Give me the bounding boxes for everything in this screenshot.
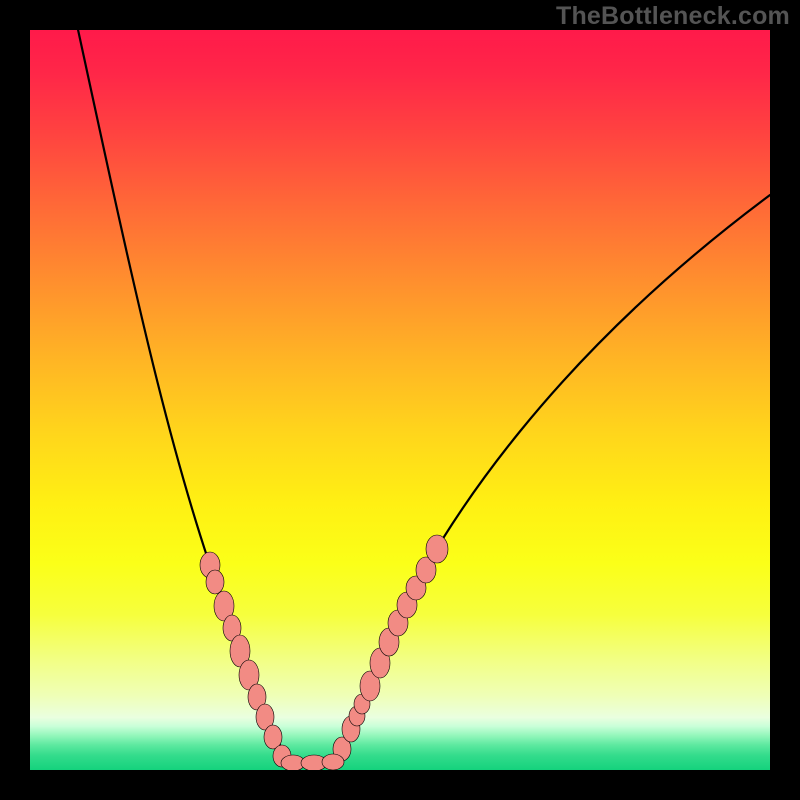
left-marker-stack — [200, 552, 291, 767]
left-marker-stack-pt-1 — [206, 570, 224, 594]
right-curve — [335, 195, 770, 763]
right-marker-stack-pt-11 — [426, 535, 448, 563]
bottom-marker-row-pt-2 — [322, 754, 344, 770]
left-curve — [77, 25, 290, 763]
bottom-marker-row — [281, 754, 344, 771]
right-marker-stack — [333, 535, 448, 761]
chart-svg-layer — [0, 0, 800, 800]
